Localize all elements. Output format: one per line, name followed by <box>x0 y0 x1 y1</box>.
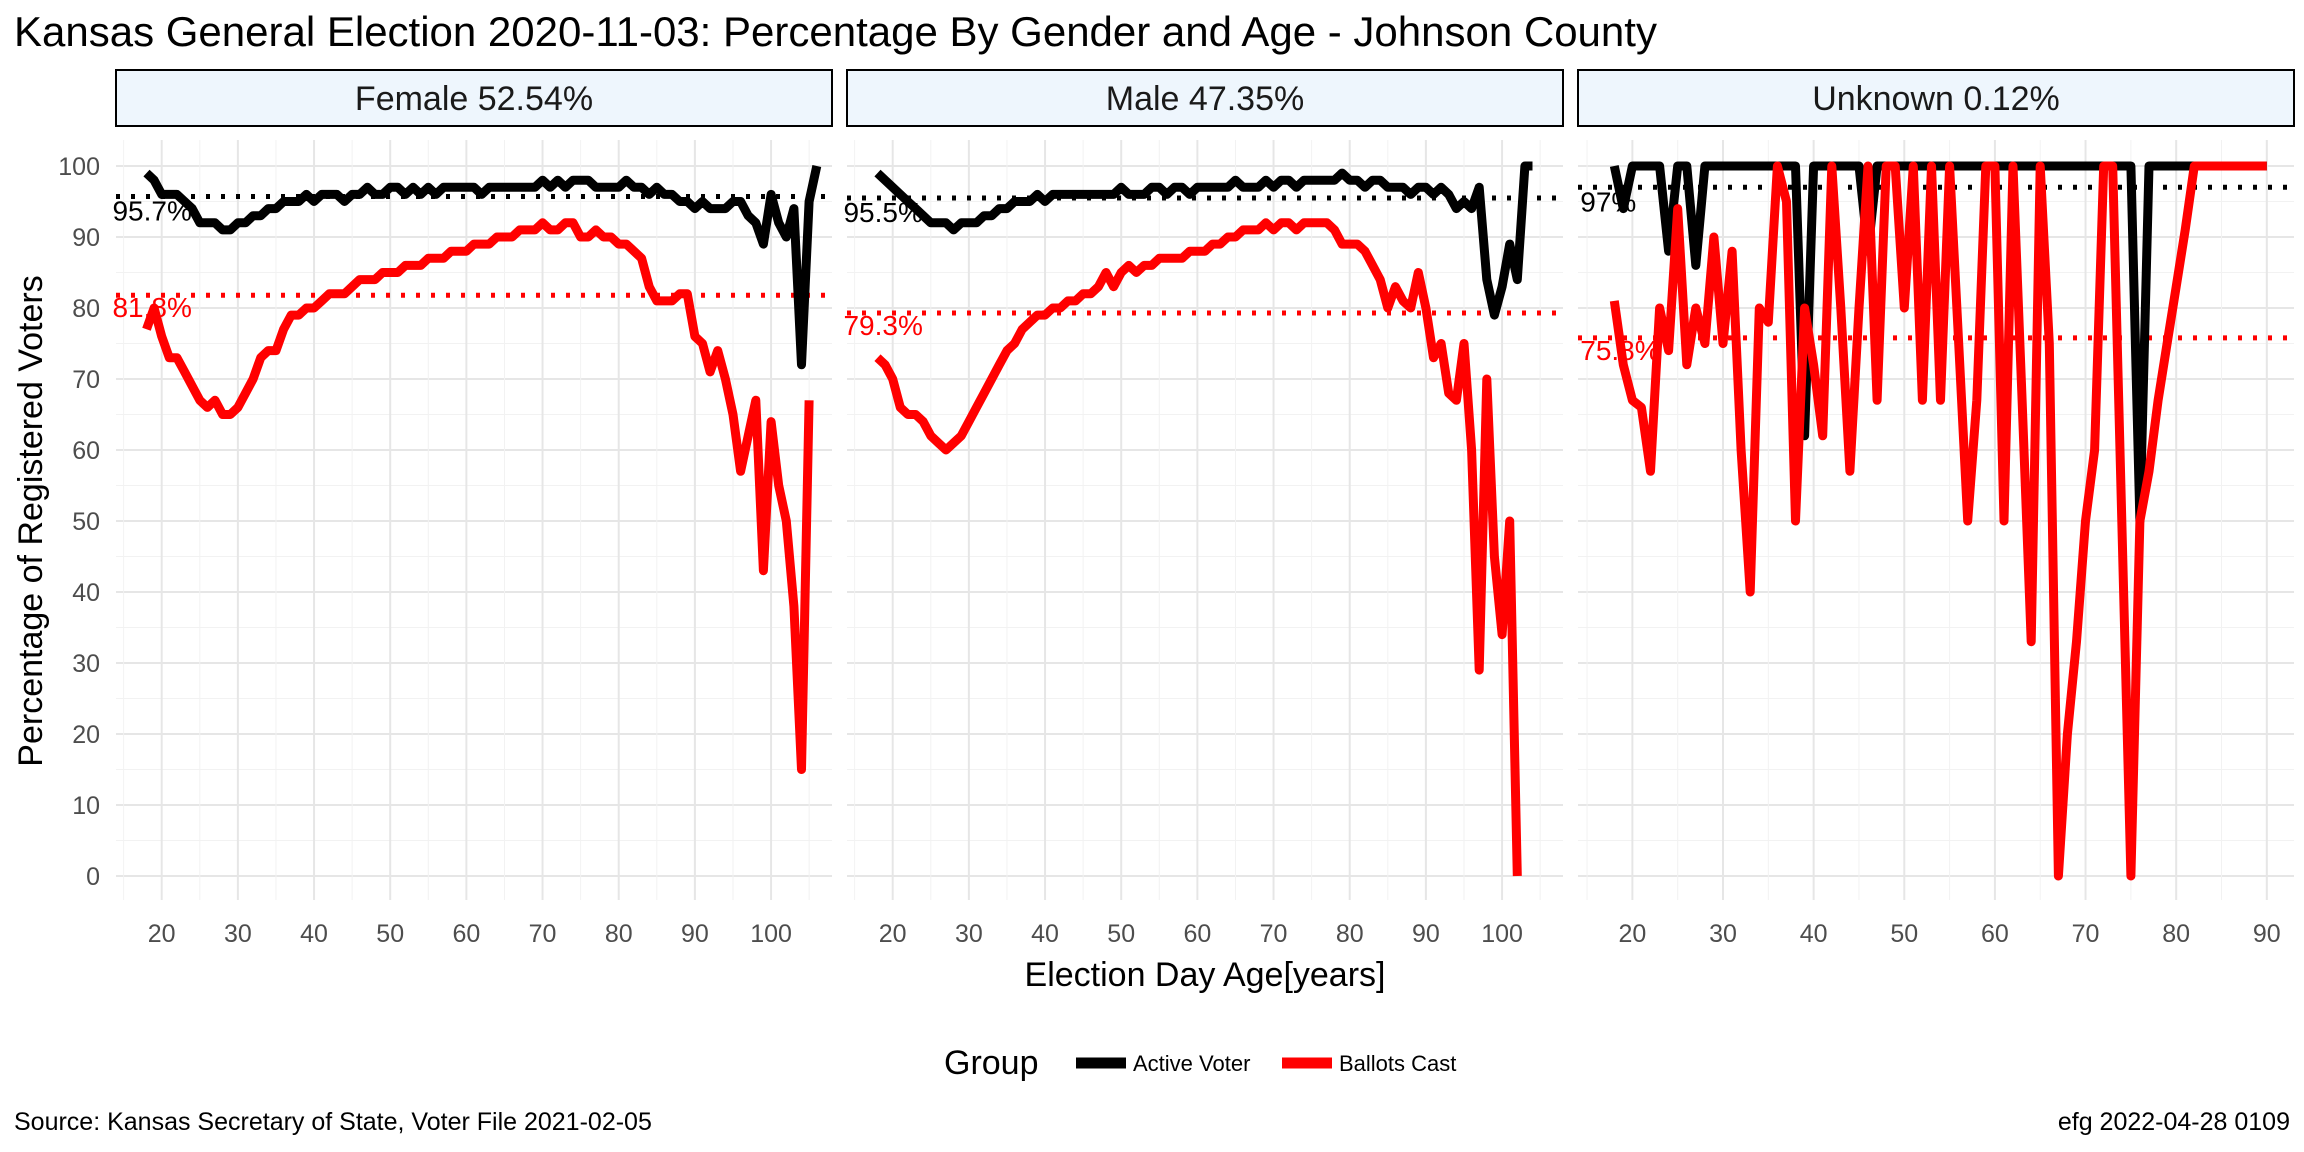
y-tick-label: 20 <box>72 721 100 749</box>
x-tick-label: 60 <box>452 920 480 948</box>
y-tick-label: 30 <box>72 650 100 678</box>
y-axis-title: Percentage of Registered Voters <box>12 275 50 766</box>
x-axis-title: Election Day Age[years] <box>1025 956 1386 994</box>
source-caption: Source: Kansas Secretary of State, Voter… <box>14 1108 652 1136</box>
panel-strip <box>115 69 833 127</box>
ballots-cast-mean-label: 75.8% <box>1580 335 1659 366</box>
ballots-cast-line <box>874 218 1522 877</box>
ballots-cast-mean-label: 79.3% <box>843 310 922 341</box>
x-tick-label: 40 <box>1800 920 1828 948</box>
legend-title: Group <box>944 1044 1039 1082</box>
x-tick-label: 20 <box>879 920 907 948</box>
active-voter-mean-label: 97% <box>1580 186 1636 217</box>
x-tick-label: 80 <box>1336 920 1364 948</box>
x-tick-label: 20 <box>148 920 176 948</box>
ballots-cast-mean-label: 81.8% <box>112 292 191 323</box>
x-tick-label: 70 <box>529 920 557 948</box>
x-tick-label: 80 <box>605 920 633 948</box>
active-voter-mean-label: 95.7% <box>112 196 191 227</box>
x-tick-label: 70 <box>2072 920 2100 948</box>
active-voter-mean-label: 95.5% <box>843 197 922 228</box>
x-tick-label: 90 <box>681 920 709 948</box>
x-tick-label: 80 <box>2162 920 2190 948</box>
y-tick-label: 90 <box>72 224 100 252</box>
panel-strip <box>846 69 1564 127</box>
ballots-cast-line <box>142 218 814 774</box>
x-tick-label: 60 <box>1183 920 1211 948</box>
x-tick-label: 60 <box>1981 920 2009 948</box>
author-caption: efg 2022-04-28 0109 <box>2057 1108 2290 1136</box>
y-tick-label: 10 <box>72 792 100 820</box>
y-tick-label: 40 <box>72 579 100 607</box>
active-voter-line <box>1609 161 2267 526</box>
y-tick-label: 0 <box>86 863 100 891</box>
x-tick-label: 90 <box>1412 920 1440 948</box>
x-tick-label: 100 <box>1481 920 1523 948</box>
legend-label: Active Voter <box>1133 1051 1250 1076</box>
y-tick-label: 50 <box>72 508 100 536</box>
panel-strip-label: Female 52.54% <box>355 80 593 118</box>
x-tick-label: 40 <box>1031 920 1059 948</box>
x-tick-label: 50 <box>1890 920 1918 948</box>
y-tick-label: 80 <box>72 295 100 323</box>
x-tick-label: 40 <box>300 920 328 948</box>
active-voter-line <box>143 165 822 370</box>
y-tick-label: 100 <box>58 153 100 181</box>
panel-strip-label: Male 47.35% <box>1106 80 1304 118</box>
x-tick-label: 20 <box>1618 920 1646 948</box>
active-voter-line <box>874 161 1533 320</box>
legend-label: Ballots Cast <box>1339 1051 1456 1076</box>
x-tick-label: 30 <box>224 920 252 948</box>
panel-strip <box>1577 69 2295 127</box>
ballots-cast-line <box>1609 161 2267 881</box>
x-tick-label: 70 <box>1260 920 1288 948</box>
x-tick-label: 30 <box>955 920 983 948</box>
panel-strip-label: Unknown 0.12% <box>1812 80 2060 118</box>
x-tick-label: 50 <box>1107 920 1135 948</box>
x-tick-label: 90 <box>2253 920 2281 948</box>
y-tick-label: 60 <box>72 437 100 465</box>
x-tick-label: 50 <box>376 920 404 948</box>
x-tick-label: 30 <box>1709 920 1737 948</box>
chart-title: Kansas General Election 2020-11-03: Perc… <box>14 8 1657 55</box>
y-tick-label: 70 <box>72 366 100 394</box>
x-tick-label: 100 <box>750 920 792 948</box>
